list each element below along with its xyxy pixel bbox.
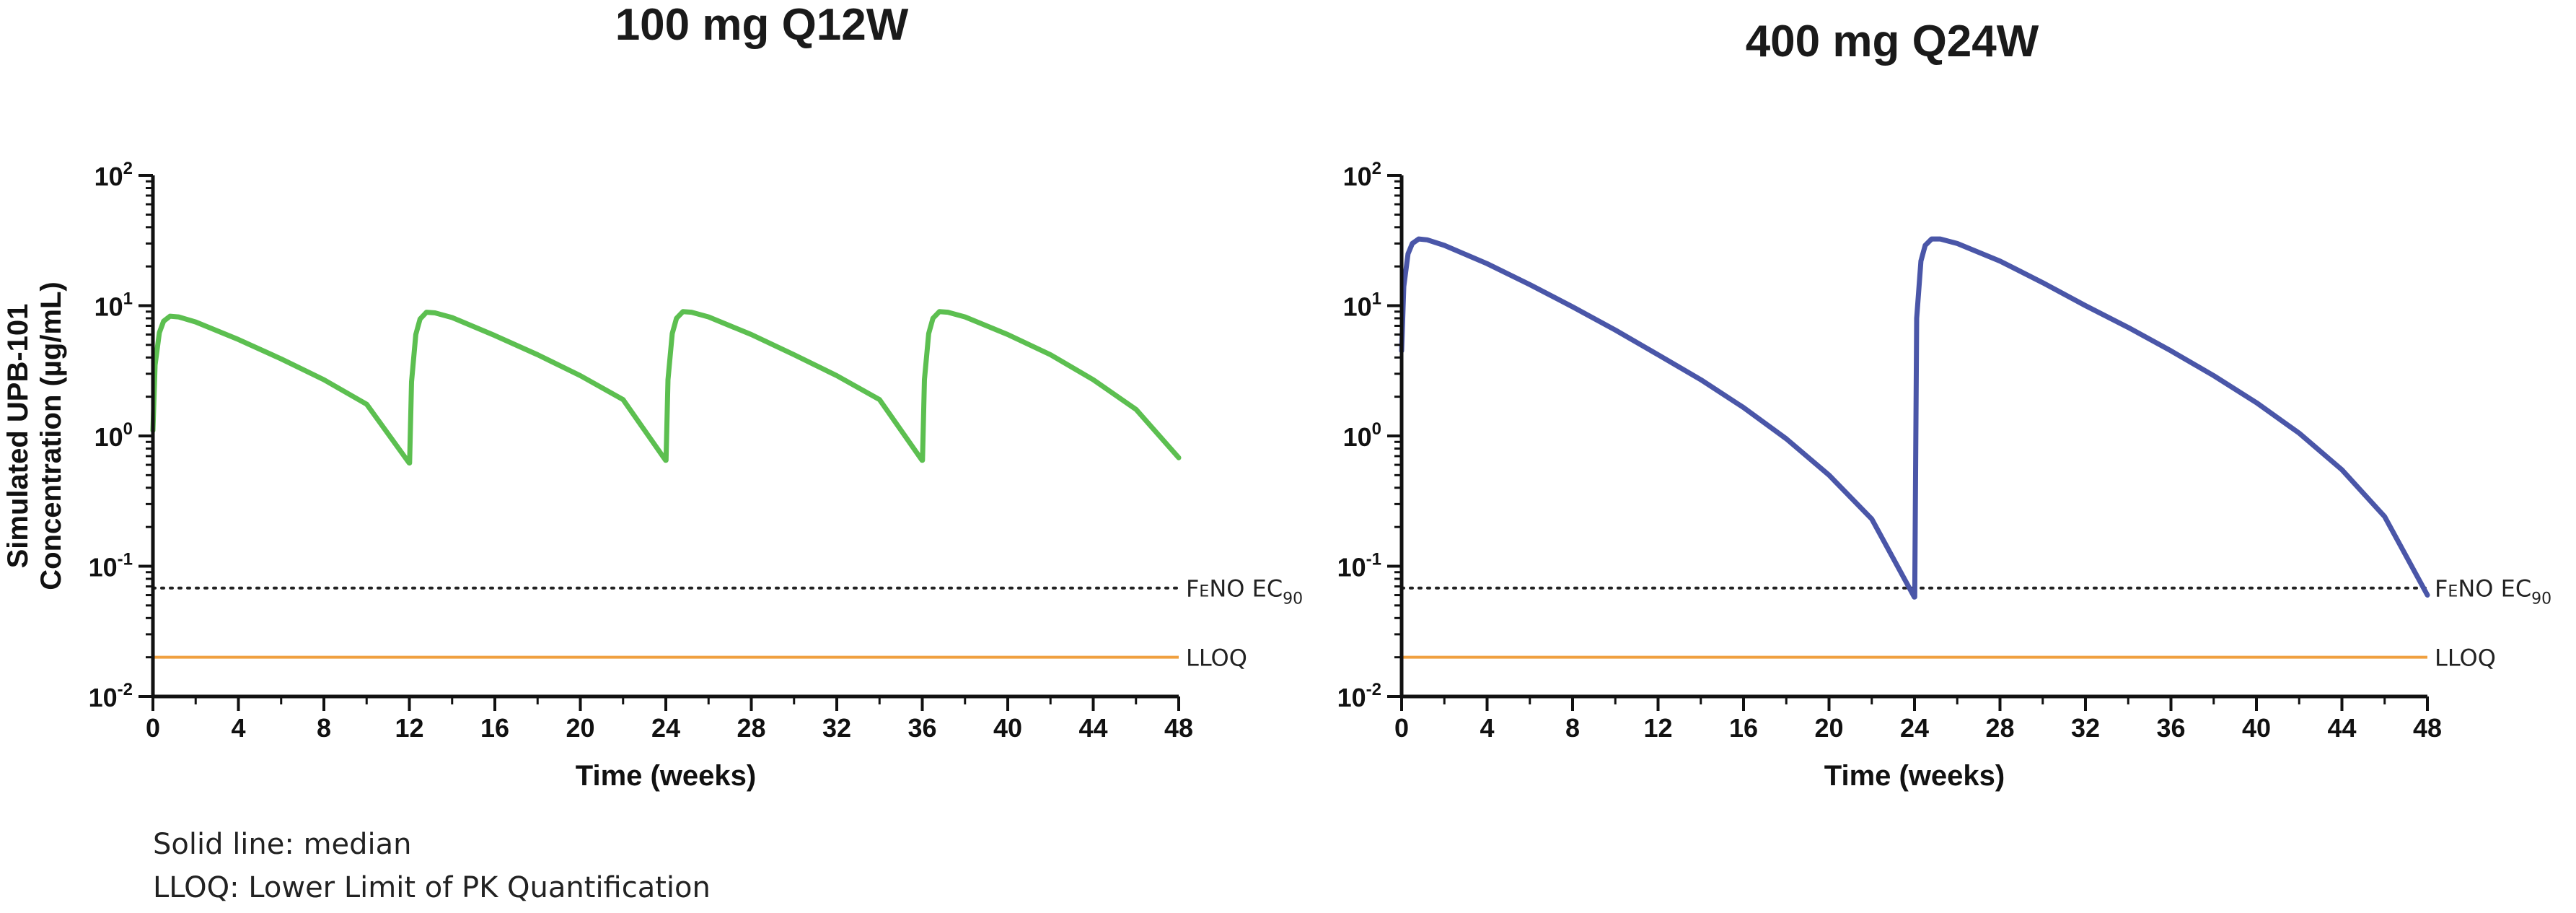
x-tick-label: 32 (2071, 713, 2100, 743)
footnote-median: Solid line: median (153, 828, 412, 861)
chart-panel-1: 100 mg Q12W FENO EC90 LLOQ 102 101 100 10-1 10-… (2, 0, 1303, 792)
chart-panel-2: 400 mg Q24W FENO EC90 LLOQ 102 101 100 10-1 10-… (1337, 17, 2552, 792)
chart-title: 400 mg Q24W (1746, 17, 2039, 66)
series-line-median (1399, 236, 2430, 600)
feno-ec90-label: FENO EC90 (2435, 575, 2551, 608)
footnotes: Solid line: median LLOQ: Lower Limit of … (153, 823, 711, 909)
x-tick-label: 40 (2242, 713, 2271, 743)
x-tick-label: 20 (1814, 713, 1843, 743)
x-tick-label: 28 (737, 713, 765, 743)
x-tick-label: 12 (1643, 713, 1672, 743)
x-tick-label: 12 (395, 713, 423, 743)
y-tick-label: 10-1 (89, 550, 133, 582)
lloq-label: LLOQ (1186, 645, 1247, 672)
y-tick-label: 10-1 (1337, 550, 1381, 582)
y-tick-label: 100 (1343, 419, 1381, 452)
y-tick-label: 10-2 (1337, 680, 1381, 712)
x-tick-label: 0 (1394, 713, 1409, 743)
x-tick-label: 40 (993, 713, 1022, 743)
x-tick-label: 16 (1729, 713, 1758, 743)
x-axis-label: Time (weeks) (1824, 760, 2005, 792)
x-tick-label: 28 (1985, 713, 2014, 743)
series-line-median (150, 309, 1182, 466)
x-tick-label: 32 (822, 713, 851, 743)
x-tick-label: 8 (1565, 713, 1580, 743)
y-tick-label: 102 (94, 159, 133, 191)
x-tick-label: 8 (317, 713, 331, 743)
x-tick-label: 48 (1164, 713, 1193, 743)
footnote-lloq: LLOQ: Lower Limit of PK Quantification (153, 871, 711, 904)
chart-title: 100 mg Q12W (615, 0, 909, 50)
y-axis-label: Concentration (µg/mL) (35, 281, 67, 590)
x-tick-label: 4 (1480, 713, 1494, 743)
x-tick-label: 44 (1078, 713, 1107, 743)
x-tick-label: 4 (231, 713, 245, 743)
x-axis-label: Time (weeks) (576, 760, 757, 792)
x-tick-label: 24 (1900, 713, 1929, 743)
y-tick-label: 102 (1343, 159, 1381, 191)
x-tick-label: 48 (2413, 713, 2442, 743)
feno-ec90-label: FENO EC90 (1186, 575, 1303, 608)
x-tick-label: 20 (566, 713, 594, 743)
y-tick-label: 100 (94, 419, 133, 452)
x-tick-label: 16 (480, 713, 509, 743)
y-tick-label: 10-2 (89, 680, 133, 712)
x-tick-label: 24 (651, 713, 680, 743)
y-tick-label: 101 (1343, 289, 1381, 322)
x-tick-label: 0 (146, 713, 160, 743)
lloq-label: LLOQ (2435, 645, 2496, 672)
x-tick-label: 36 (2156, 713, 2185, 743)
x-tick-label: 44 (2327, 713, 2356, 743)
y-tick-label: 101 (94, 289, 133, 322)
x-tick-label: 36 (907, 713, 936, 743)
y-axis-label: Simulated UPB-101 (2, 304, 34, 569)
